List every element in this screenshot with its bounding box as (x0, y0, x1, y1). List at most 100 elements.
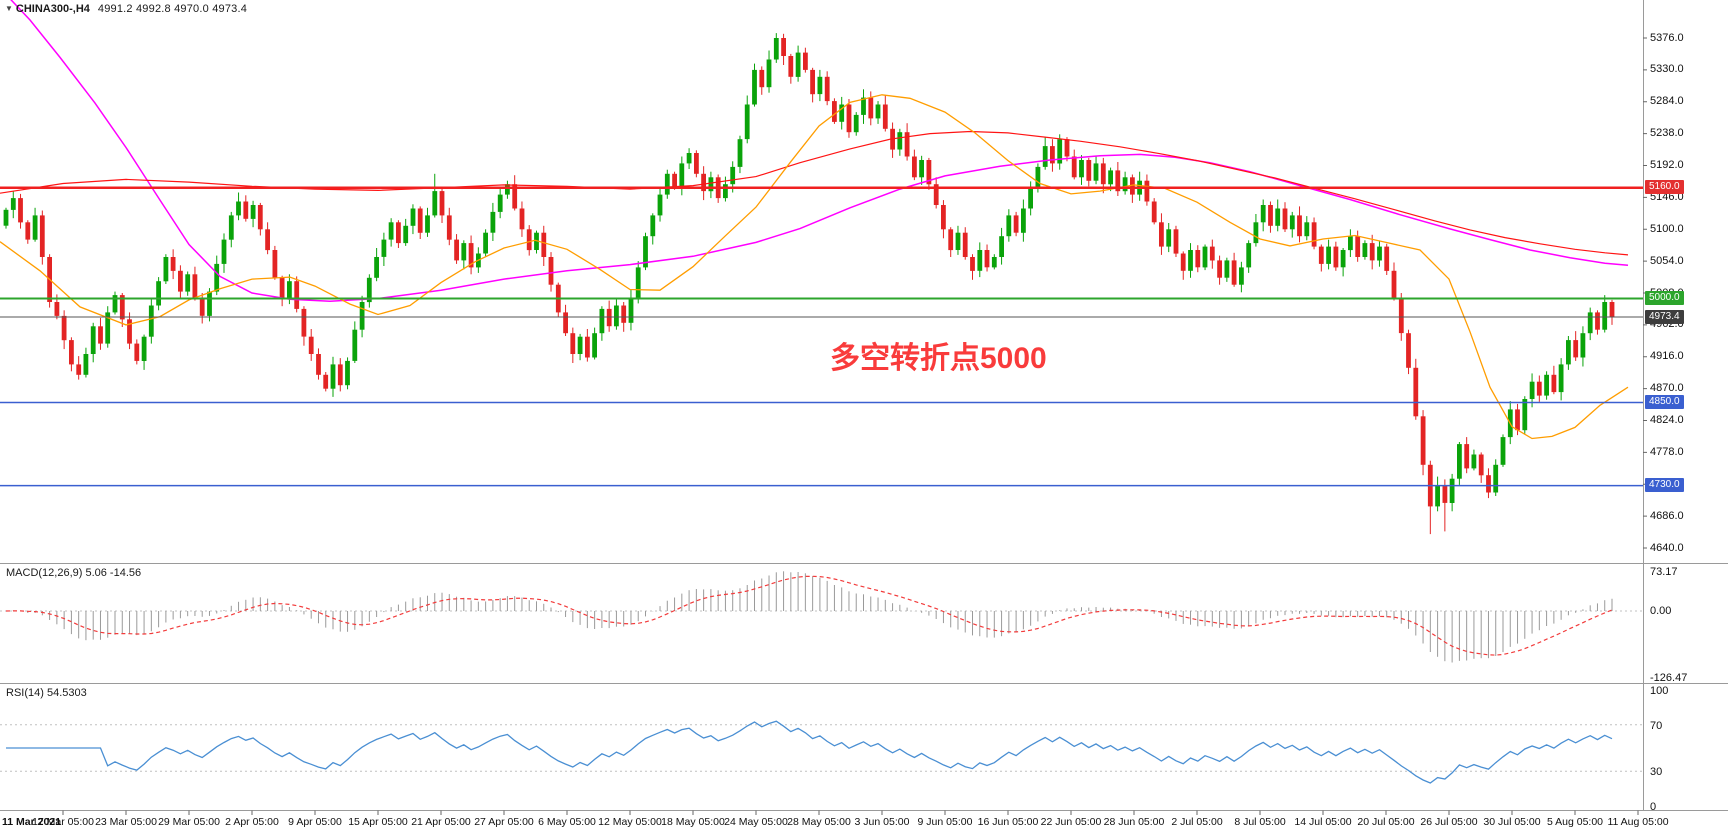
candle-body (1515, 409, 1520, 431)
candle-body (410, 208, 416, 226)
candle-body (962, 232, 968, 257)
candle-body (1551, 374, 1557, 393)
candle-body (1493, 464, 1499, 493)
candle-body (1377, 246, 1382, 261)
candle-body (257, 205, 263, 230)
candle-body (519, 208, 525, 230)
candle-body (548, 257, 554, 285)
candle-body (1173, 229, 1179, 254)
candle-body (832, 101, 837, 122)
candle-body (1021, 208, 1026, 233)
candle-body (446, 215, 452, 240)
candle-body (846, 104, 852, 133)
candle-body (1006, 215, 1012, 237)
symbol-info: ▼ CHINA300-,H4 4991.2 4992.8 4970.0 4973.4 (5, 3, 247, 15)
candle-body (1500, 437, 1506, 465)
candle-body (1064, 139, 1070, 157)
candle-body (432, 191, 438, 216)
candle-body (1130, 177, 1135, 195)
candle-body (1442, 485, 1448, 503)
candle-body (316, 354, 321, 375)
candle-body (156, 281, 161, 306)
candle-body (723, 184, 728, 199)
candle-body (127, 319, 132, 344)
candle-body (192, 274, 198, 299)
candle-body (272, 250, 278, 278)
candle-body (512, 184, 518, 209)
macd-signal-line (5, 575, 1613, 656)
rsi-label: RSI(14) 54.5303 (6, 687, 87, 699)
candle-body (868, 97, 874, 119)
slow-ma-red (0, 130, 1629, 256)
candle-body (243, 201, 249, 219)
candle-body (621, 305, 627, 323)
candle-body (788, 56, 794, 77)
candle-body (1311, 222, 1317, 247)
candle-body (148, 305, 154, 337)
candle-body (1297, 215, 1302, 237)
candle-body (1289, 215, 1295, 230)
candle-body (1435, 485, 1440, 507)
candle-body (861, 97, 866, 115)
candle-body (1275, 208, 1281, 226)
candle-body (948, 229, 954, 251)
candle-body (105, 312, 111, 344)
candle-body (294, 281, 300, 309)
candle-body (1115, 170, 1121, 192)
candle-body (853, 114, 859, 133)
candle-body (999, 236, 1004, 257)
candle-body (236, 201, 241, 216)
candle-body (570, 333, 576, 354)
candle-body (1580, 333, 1586, 358)
candle-body (1108, 170, 1113, 185)
candle-body (345, 360, 350, 386)
candle-body (54, 302, 60, 316)
candle-body (417, 208, 423, 233)
candle-body (374, 257, 379, 278)
candle-body (1144, 180, 1150, 202)
candle-body (18, 198, 23, 223)
candle-body (1391, 270, 1397, 299)
candle-body (1217, 260, 1222, 278)
candle-body (701, 173, 706, 192)
candle-body (301, 308, 307, 337)
candle-body (1035, 166, 1041, 188)
candle-body (614, 305, 619, 327)
candle-body (541, 232, 547, 257)
candle-body (352, 329, 358, 361)
candle-body (1268, 205, 1273, 226)
candle-body (1151, 201, 1157, 223)
candle-body (824, 76, 830, 102)
candle-body (359, 302, 365, 330)
ohlc-values: 4991.2 4992.8 4970.0 4973.4 (97, 3, 248, 15)
candle-body (882, 104, 888, 129)
candle-body (563, 312, 568, 334)
candle-body (1486, 475, 1491, 493)
candle-body (61, 315, 67, 341)
candle-body (112, 295, 118, 313)
candle-body (1166, 229, 1172, 247)
candle-body (1478, 454, 1484, 476)
candle-body (69, 340, 74, 365)
candle-body (708, 177, 714, 192)
candle-body (403, 225, 409, 244)
candle-body (1253, 222, 1259, 244)
candle-body (1457, 444, 1462, 479)
candle-body (919, 160, 924, 178)
candle-body (1086, 160, 1092, 181)
candle-body (672, 173, 677, 188)
candle-body (1566, 340, 1571, 365)
candle-body (1202, 246, 1208, 268)
candle-body (1195, 250, 1201, 268)
candle-body (1573, 340, 1579, 358)
candle-body (381, 239, 387, 257)
candle-body (214, 263, 220, 292)
candle-body (1536, 381, 1542, 396)
candle-body (817, 76, 823, 95)
candle-body (839, 104, 845, 122)
candle-body (83, 354, 89, 375)
candle-body (1369, 243, 1375, 261)
candle-body (526, 229, 532, 251)
